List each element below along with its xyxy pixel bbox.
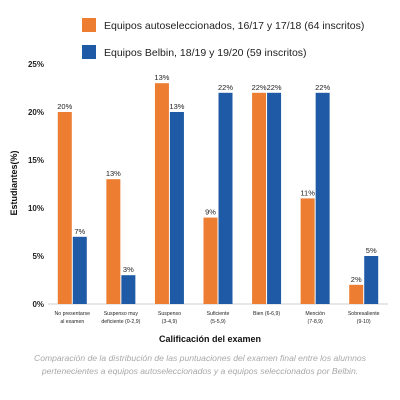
- y-axis: 0% 5% 10% 15% 20% 25%: [28, 60, 388, 309]
- x-tick-label: deficiente (0-2,9): [101, 319, 140, 325]
- bar-0-3: [203, 217, 218, 304]
- x-tick-label: Bien (6-6,9): [253, 311, 280, 317]
- data-label-0-0: 20%: [57, 102, 72, 111]
- bar-0-0: [57, 112, 72, 304]
- x-tick-label: al examen: [60, 319, 84, 325]
- y-tick-label: 10%: [28, 204, 44, 213]
- bar-1-2: [169, 112, 184, 304]
- bar-1-0: [72, 236, 87, 304]
- data-label-1-4: 22%: [267, 83, 282, 92]
- legend-label-0: Equipos autoseleccionados, 16/17 y 17/18…: [104, 20, 364, 32]
- bar-0-5: [300, 198, 315, 304]
- bar-0-2: [154, 83, 169, 304]
- y-tick-label: 25%: [28, 60, 44, 69]
- figure-caption: Comparación de la distribución de las pu…: [33, 353, 366, 376]
- x-tick-label: Suspenso muy: [104, 311, 139, 317]
- bar-0-1: [106, 179, 121, 304]
- legend: Equipos autoseleccionados, 16/17 y 17/18…: [82, 18, 364, 59]
- data-label-0-2: 13%: [154, 73, 169, 82]
- x-tick-label: Suspenso: [158, 311, 181, 317]
- bar-0-6: [349, 284, 364, 304]
- y-axis-title: Estudiantes(%): [9, 150, 19, 215]
- data-label-1-3: 22%: [218, 83, 233, 92]
- y-tick-label: 20%: [28, 108, 44, 117]
- x-tick-label: No presentarse: [55, 311, 91, 317]
- legend-swatch-1: [82, 45, 96, 59]
- x-tick-label: (5-5,9): [210, 319, 226, 325]
- data-label-1-0: 7%: [74, 227, 85, 236]
- bars: 20%13%13%9%22%11%2%7%3%13%22% 22% 22%5%: [57, 73, 379, 304]
- bar-1-6: [364, 256, 379, 304]
- data-label-1-1: 3%: [123, 265, 134, 274]
- data-label-0-1: 13%: [106, 169, 121, 178]
- x-tick-label: (9-10): [357, 319, 371, 325]
- x-tick-label: Mención: [305, 311, 325, 317]
- y-tick-label: 5%: [32, 252, 44, 261]
- bar-0-4: [252, 92, 267, 304]
- y-tick-label: 15%: [28, 156, 44, 165]
- data-label-0-3: 9%: [205, 208, 216, 217]
- data-label-1-2: 13%: [169, 102, 184, 111]
- bar-1-3: [218, 92, 233, 304]
- y-tick-label: 0%: [32, 300, 44, 309]
- bar-1-1: [121, 275, 136, 304]
- x-tick-label: Sobresaliente: [348, 311, 380, 317]
- x-tick-label: (3-4,9): [162, 319, 178, 325]
- data-label-0-4: 22%: [252, 83, 267, 92]
- data-label-0-6: 2%: [351, 275, 362, 284]
- legend-label-1: Equipos Belbin, 18/19 y 19/20 (59 inscri…: [104, 47, 307, 59]
- x-axis-title: Calificación del examen: [159, 334, 261, 344]
- x-tick-label: Suficiente: [207, 311, 230, 317]
- bar-1-4: [267, 92, 282, 304]
- legend-swatch-0: [82, 18, 96, 32]
- x-axis: No presentarse al examen Suspenso muy defic…: [55, 311, 380, 325]
- data-label-1-6: 5%: [366, 246, 377, 255]
- x-tick-label: (7-8,9): [308, 319, 324, 325]
- bar-chart: Equipos autoseleccionados, 16/17 y 17/18…: [9, 18, 388, 344]
- bar-1-5: [315, 92, 330, 304]
- data-label-0-5: 11%: [300, 188, 315, 197]
- data-label-1-5: 22%: [315, 83, 330, 92]
